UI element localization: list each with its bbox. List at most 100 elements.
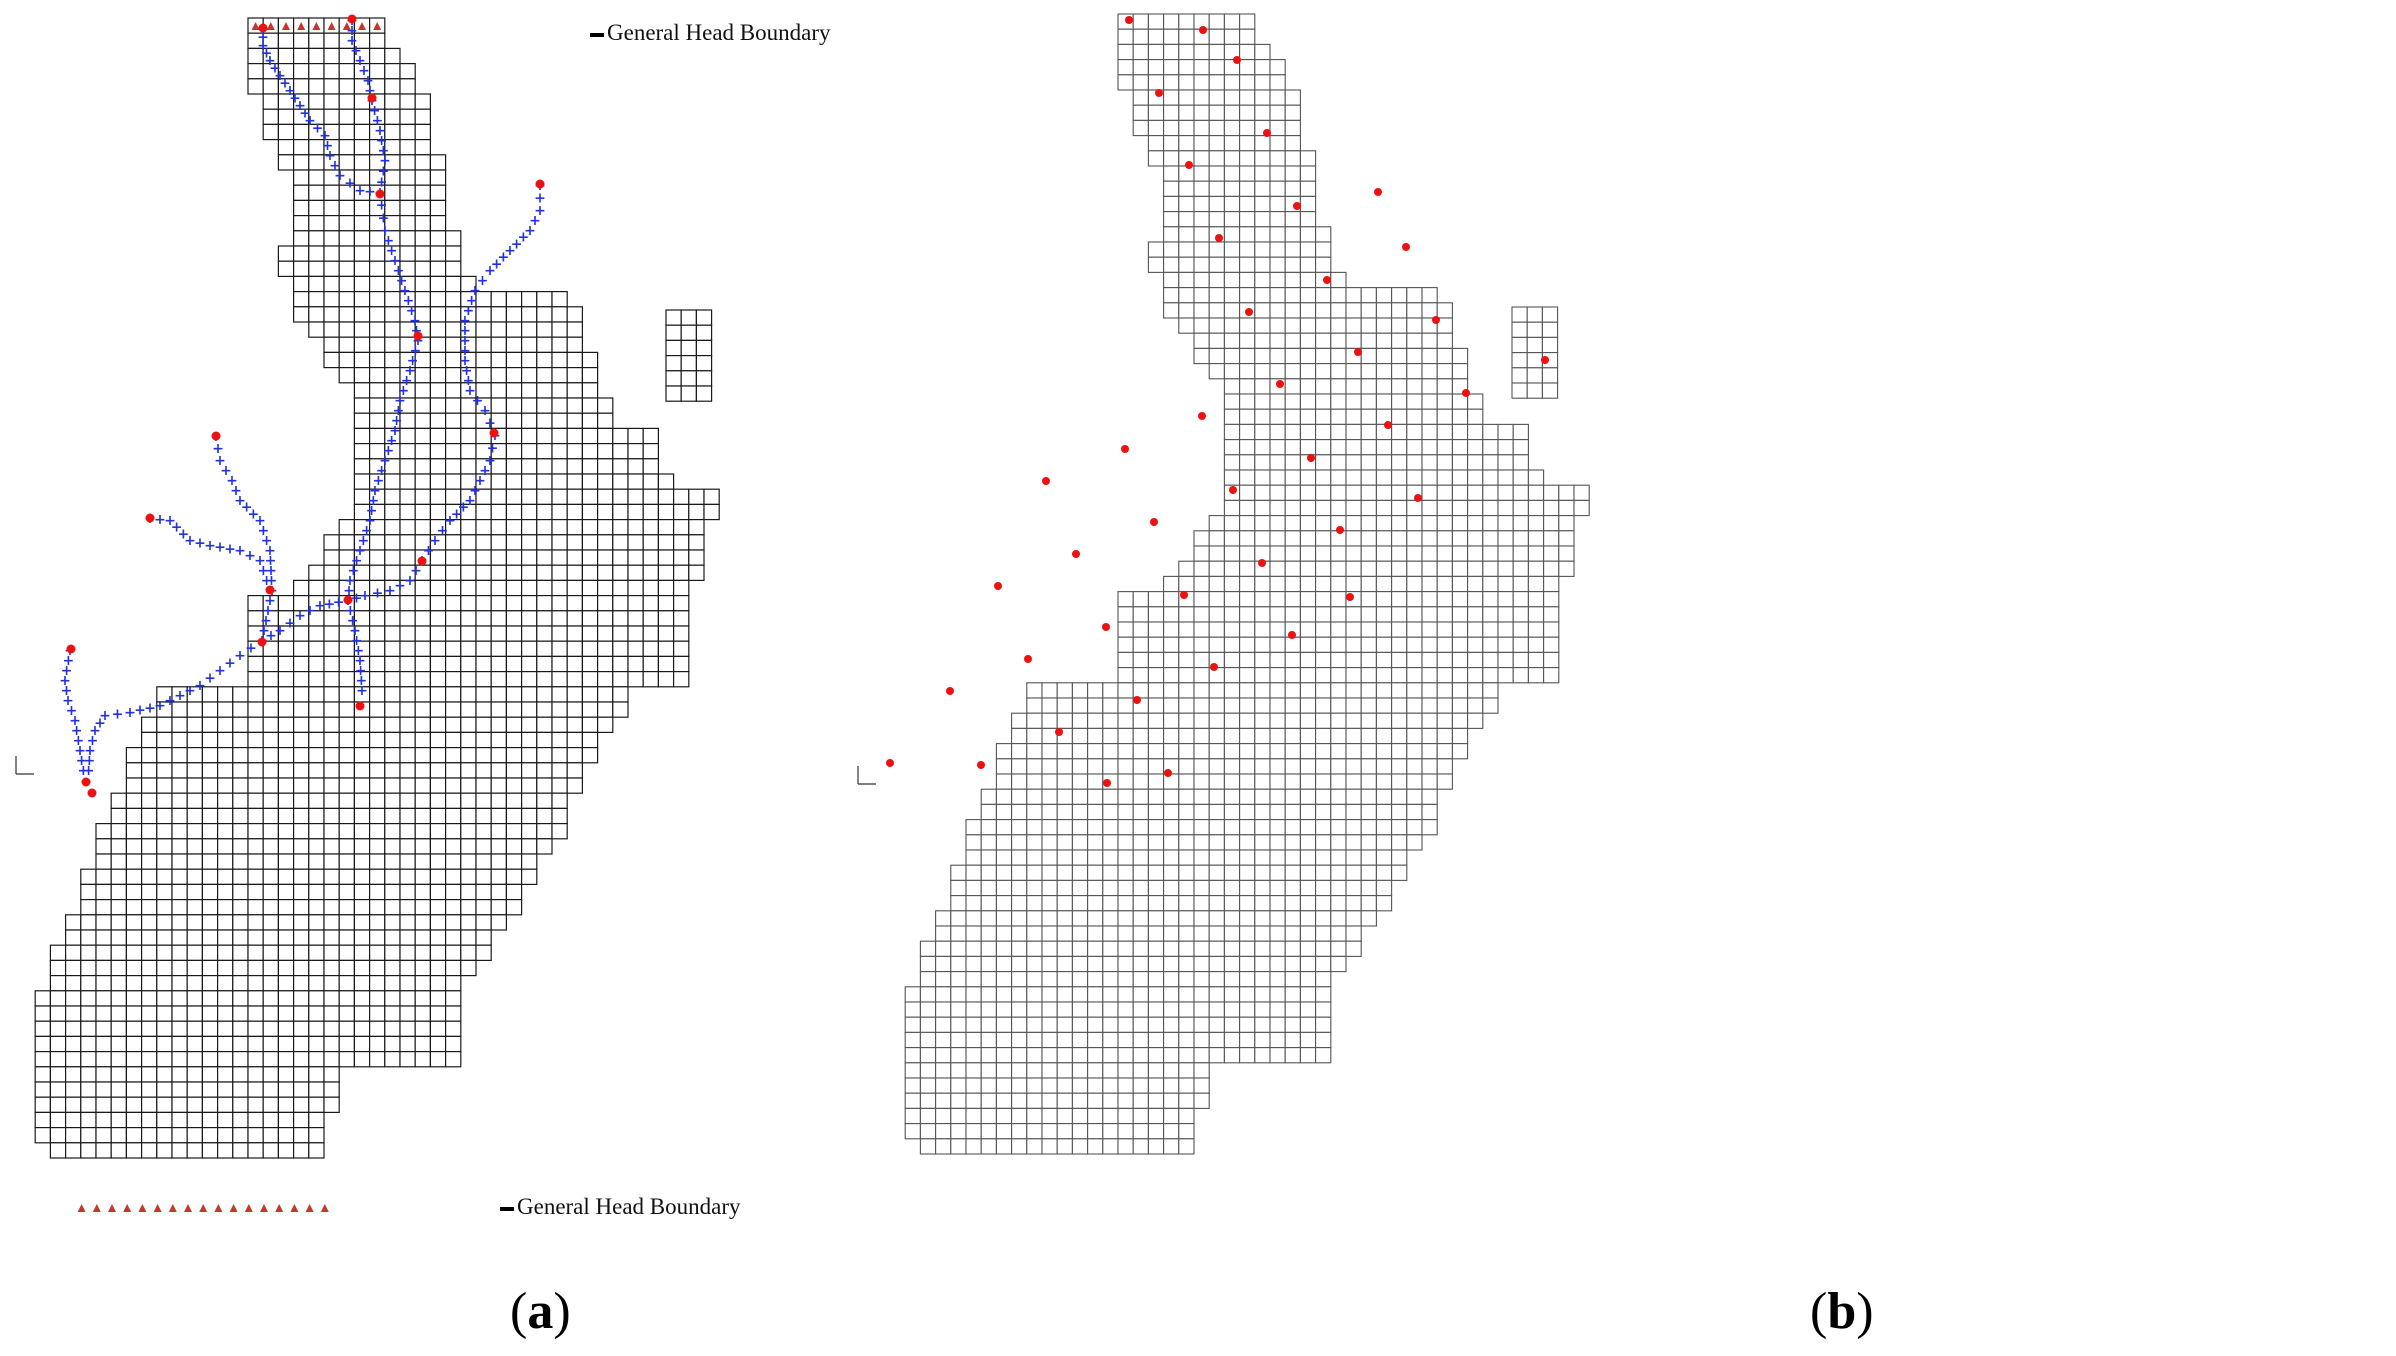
grid-cell xyxy=(581,534,599,551)
grid-cell xyxy=(460,564,477,582)
grid-cell xyxy=(1011,1047,1028,1064)
grid-cell xyxy=(277,108,295,125)
grid-cell xyxy=(171,898,188,916)
grid-cell xyxy=(1512,545,1529,562)
point-marker-icon xyxy=(145,513,155,523)
grid-cell xyxy=(369,625,386,642)
grid-cell xyxy=(1527,606,1545,623)
grid-cell xyxy=(369,777,386,794)
grid-cell xyxy=(1330,910,1347,927)
grid-cell xyxy=(1330,803,1347,821)
grid-cell xyxy=(338,199,356,217)
grid-cell xyxy=(414,397,432,414)
grid-cell xyxy=(551,670,568,688)
stream-plus-icon: + xyxy=(346,23,358,39)
stream-plus-icon: + xyxy=(257,30,269,46)
grid-cell xyxy=(1467,408,1484,425)
grid-cell xyxy=(935,940,952,957)
grid-cell xyxy=(1345,408,1362,425)
grid-cell xyxy=(1011,803,1028,821)
grid-cell xyxy=(1239,910,1256,927)
grid-cell xyxy=(520,306,538,323)
grid-cell xyxy=(429,382,447,399)
grid-cell xyxy=(1193,788,1210,805)
grid-cell xyxy=(505,670,523,688)
grid-cell xyxy=(642,458,660,475)
point-marker-icon xyxy=(1402,243,1410,251)
grid-cell xyxy=(1193,1031,1210,1049)
grid-cell xyxy=(293,1066,310,1083)
grid-cell xyxy=(475,762,492,779)
grid-cell xyxy=(399,154,416,171)
grid-cell xyxy=(1436,743,1453,760)
grid-cell xyxy=(1330,682,1347,699)
stream-plus-icon: + xyxy=(234,543,246,559)
grid-cell xyxy=(338,275,356,293)
grid-cell xyxy=(536,367,553,384)
grid-cell xyxy=(353,443,371,460)
grid-cell xyxy=(1041,697,1058,714)
grid-cell xyxy=(1497,454,1514,471)
grid-cell xyxy=(308,792,325,810)
grid-cell xyxy=(141,1066,158,1083)
grid-cell xyxy=(414,1005,432,1022)
point-marker-icon xyxy=(1055,728,1063,736)
grid-cell xyxy=(1421,651,1438,669)
point-marker-icon xyxy=(367,93,377,103)
grid-cell xyxy=(536,306,553,323)
grid-cell xyxy=(505,838,523,855)
grid-cell xyxy=(277,746,295,764)
grid-cell xyxy=(201,807,219,825)
grid-cell xyxy=(680,355,698,372)
grid-cell xyxy=(1011,1092,1028,1109)
grid-cell xyxy=(64,959,82,977)
grid-cell xyxy=(612,640,629,658)
grid-cell xyxy=(1223,104,1241,121)
grid-cell xyxy=(171,1050,188,1068)
grid-cell xyxy=(1056,849,1073,866)
grid-cell xyxy=(995,1001,1013,1018)
grid-cell xyxy=(919,1107,937,1125)
grid-cell xyxy=(414,838,432,855)
grid-cell xyxy=(1147,667,1165,684)
grid-cell xyxy=(1163,621,1180,638)
grid-cell xyxy=(1147,803,1165,821)
grid-cell xyxy=(323,670,340,688)
grid-cell xyxy=(1178,104,1195,121)
grid-cell xyxy=(1223,287,1241,304)
grid-cell xyxy=(1345,287,1362,304)
grid-cell xyxy=(1163,1031,1180,1049)
grid-cell xyxy=(338,139,356,156)
grid-cell xyxy=(1269,621,1286,638)
grid-cell xyxy=(1421,515,1438,532)
point-marker-icon xyxy=(535,179,545,189)
grid-cell xyxy=(520,488,538,506)
grid-cell xyxy=(1102,788,1119,805)
stream-plus-icon: + xyxy=(371,113,383,129)
grid-cell xyxy=(369,610,386,627)
grid-cell xyxy=(353,260,371,278)
grid-cell xyxy=(171,1005,188,1022)
grid-cell xyxy=(596,427,614,445)
grid-cell xyxy=(429,367,447,384)
grid-cell xyxy=(1360,727,1377,745)
grid-cell xyxy=(1087,1077,1104,1094)
grid-cell xyxy=(1056,895,1073,912)
grid-cell xyxy=(1345,849,1362,866)
grid-cell xyxy=(904,1062,921,1079)
grid-cell xyxy=(1163,697,1180,714)
grid-cell xyxy=(1208,925,1225,942)
grid-cell xyxy=(1254,454,1271,471)
grid-cell xyxy=(64,1035,82,1053)
grid-cell xyxy=(566,640,584,658)
grid-cell xyxy=(308,944,325,962)
grid-cell xyxy=(1102,743,1119,760)
grid-cell xyxy=(171,959,188,977)
grid-cell xyxy=(1451,454,1469,471)
grid-cell xyxy=(642,594,660,612)
grid-cell xyxy=(1543,515,1560,532)
grid-cell xyxy=(596,412,614,430)
grid-cell xyxy=(551,822,568,840)
grid-cell xyxy=(369,898,386,916)
grid-cell xyxy=(1284,834,1301,851)
